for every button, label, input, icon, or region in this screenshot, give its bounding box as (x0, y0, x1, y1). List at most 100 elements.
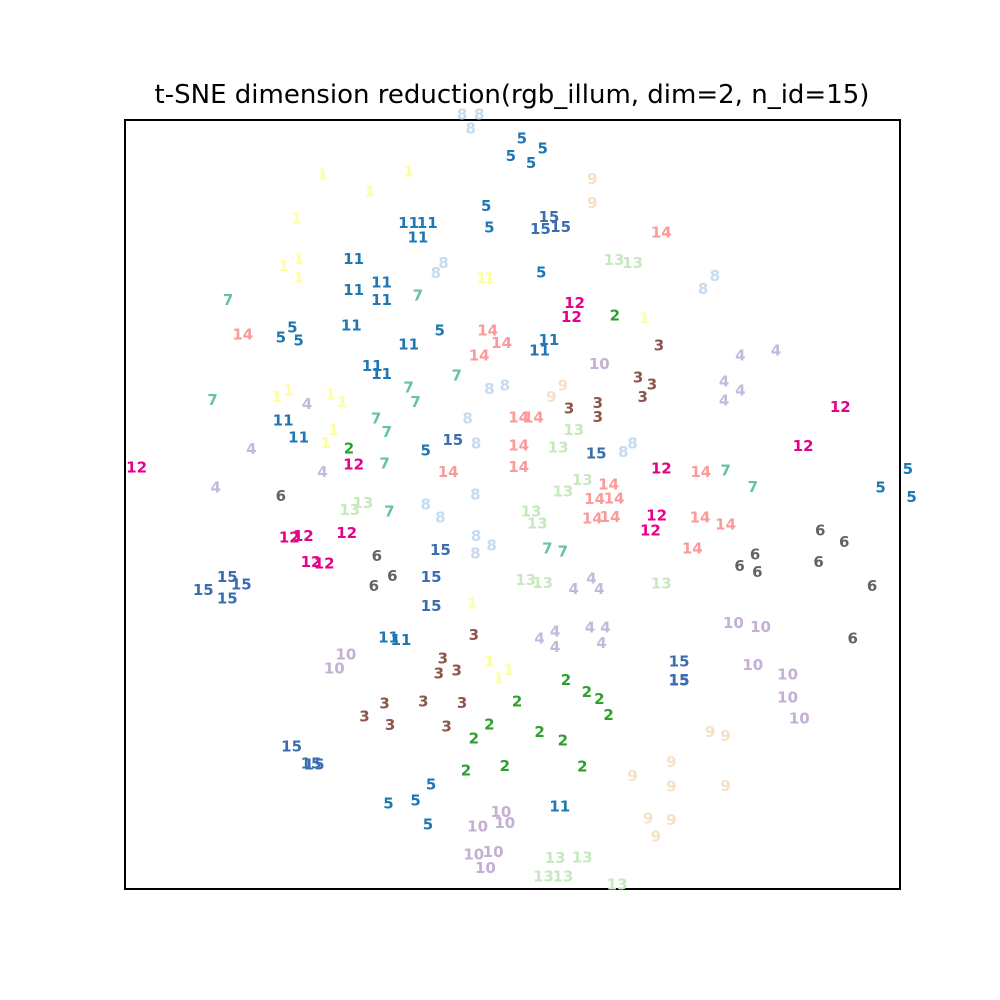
point-label: 10 (777, 665, 798, 683)
point-label: 14 (682, 539, 703, 557)
point-label: 8 (627, 435, 637, 453)
point-label: 11 (407, 229, 428, 247)
point-label: 5 (410, 792, 420, 810)
point-label: 13 (527, 515, 548, 533)
point-label: 2 (461, 762, 471, 780)
point-label: 5 (420, 442, 430, 460)
point-label: 14 (584, 490, 605, 508)
point-label: 9 (627, 767, 637, 785)
point-label: 6 (867, 577, 877, 595)
point-label: 2 (344, 439, 354, 457)
point-label: 8 (500, 376, 510, 394)
point-label: 15 (669, 671, 690, 689)
point-label: 9 (705, 723, 715, 741)
point-label: 1 (639, 309, 649, 327)
point-label: 4 (302, 395, 312, 413)
point-label: 4 (534, 629, 544, 647)
point-label: 4 (568, 580, 578, 598)
point-label: 13 (339, 501, 360, 519)
point-label: 15 (669, 672, 690, 690)
point-label: 2 (558, 732, 568, 750)
point-label: 5 (423, 815, 433, 833)
point-label: 1 (337, 393, 347, 411)
point-label: 14 (491, 334, 512, 352)
point-label: 14 (508, 436, 529, 454)
point-label: 4 (771, 342, 781, 360)
point-label: 7 (384, 502, 394, 520)
point-label: 3 (469, 626, 479, 644)
point-label: 6 (815, 522, 825, 540)
point-label: 9 (666, 778, 676, 796)
point-label: 9 (651, 828, 661, 846)
point-label: 10 (723, 614, 744, 632)
point-label: 15 (530, 220, 551, 238)
point-label: 13 (604, 251, 625, 269)
point-label: 6 (734, 557, 744, 575)
point-label: 4 (594, 580, 604, 598)
point-label: 10 (475, 859, 496, 877)
point-label: 14 (523, 409, 544, 427)
point-label: 10 (467, 818, 488, 836)
point-label: 1 (293, 250, 303, 268)
point-label: 5 (481, 197, 491, 215)
point-label: 3 (647, 376, 657, 394)
point-label: 7 (223, 291, 233, 309)
point-label: 15 (217, 589, 238, 607)
point-label: 14 (508, 409, 529, 427)
point-label: 3 (359, 708, 369, 726)
point-label: 13 (572, 471, 593, 489)
point-label: 1 (476, 269, 486, 287)
point-label: 11 (538, 331, 559, 349)
point-label: 15 (421, 597, 442, 615)
point-label: 9 (587, 194, 597, 212)
point-label: 13 (572, 849, 593, 867)
point-label: 8 (465, 120, 475, 138)
point-label: 4 (550, 622, 560, 640)
point-label: 11 (371, 273, 392, 291)
point-label: 5 (903, 460, 913, 478)
point-label: 1 (272, 388, 282, 406)
point-label: 9 (666, 811, 676, 829)
point-label: 11 (529, 342, 550, 360)
point-label: 9 (720, 777, 730, 795)
point-label: 8 (431, 264, 441, 282)
point-label: 8 (420, 496, 430, 514)
point-label: 1 (484, 269, 494, 287)
point-label: 8 (484, 380, 494, 398)
point-label: 5 (383, 795, 393, 813)
point-label: 11 (362, 357, 383, 375)
point-label: 2 (610, 306, 620, 324)
point-label: 12 (126, 459, 147, 477)
point-label: 13 (607, 875, 628, 893)
point-label: 8 (618, 443, 628, 461)
point-label: 5 (293, 332, 303, 350)
point-label: 2 (469, 729, 479, 747)
point-label: 1 (279, 257, 289, 275)
point-label: 15 (430, 541, 451, 559)
point-label: 4 (735, 382, 745, 400)
point-label: 4 (246, 440, 256, 458)
point-label: 4 (586, 569, 596, 587)
point-label: 12 (640, 522, 661, 540)
point-label: 8 (710, 267, 720, 285)
point-label: 3 (637, 388, 647, 406)
point-label: 4 (550, 638, 560, 656)
point-label: 14 (582, 509, 603, 527)
point-label: 6 (750, 546, 760, 564)
point-label: 5 (526, 154, 536, 172)
point-label: 7 (413, 286, 423, 304)
point-label: 5 (537, 140, 547, 158)
point-label: 7 (207, 391, 217, 409)
point-label: 3 (418, 692, 428, 710)
point-label: 10 (490, 803, 511, 821)
point-label: 1 (325, 386, 335, 404)
point-label: 12 (564, 294, 585, 312)
point-label: 2 (594, 690, 604, 708)
point-label: 9 (558, 376, 568, 394)
point-label: 2 (484, 715, 494, 733)
point-label: 14 (469, 346, 490, 364)
point-label: 3 (457, 694, 467, 712)
point-label: 1 (503, 661, 513, 679)
point-label: 1 (293, 269, 303, 287)
point-label: 10 (750, 618, 771, 636)
